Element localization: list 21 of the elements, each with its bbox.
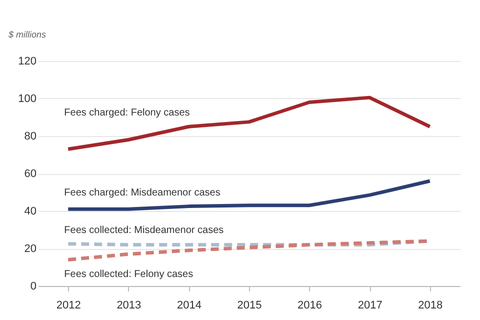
x-tick-label: 2018: [418, 300, 443, 312]
x-tick-label: 2015: [237, 300, 262, 312]
x-tick-label: 2013: [116, 300, 142, 312]
y-tick-label: 120: [18, 56, 36, 68]
y-tick-label: 80: [24, 130, 36, 142]
x-tick-label: 2014: [176, 300, 202, 312]
series-label: Fees charged: Felony cases: [64, 108, 190, 119]
line-series: [66, 179, 432, 211]
y-axis-title: $ millions: [8, 30, 47, 40]
series-label: Fees charged: Misdeamenor cases: [64, 187, 220, 198]
y-tick-label: 20: [24, 243, 36, 255]
y-tick-label: 40: [24, 206, 36, 218]
series-label: Fees collected: Misdeamenor cases: [64, 224, 224, 236]
y-tick-label: 100: [18, 93, 36, 105]
x-tick-label: 2016: [298, 300, 322, 312]
y-tick-label: 0: [30, 280, 36, 292]
x-tick-label: 2012: [56, 300, 81, 312]
line-series: [66, 96, 432, 151]
x-tick-label: 2017: [358, 300, 382, 312]
y-tick-label: 60: [24, 168, 36, 180]
series-label: Fees collected: Felony cases: [64, 268, 194, 280]
